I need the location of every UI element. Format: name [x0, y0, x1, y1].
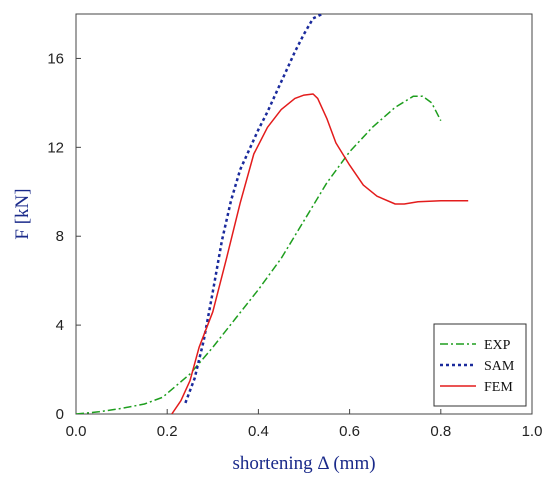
series-line-exp	[76, 95, 442, 414]
x-tick-label: 0.8	[430, 423, 451, 440]
x-tick-label: 0.2	[157, 423, 178, 440]
y-tick-label: 4	[56, 317, 64, 334]
x-axis-title: shortening Δ (mm)	[232, 453, 375, 474]
x-tick-label: 0.4	[248, 423, 269, 440]
y-axis-title: F [kN]	[12, 188, 33, 239]
legend-box	[433, 323, 527, 407]
ticks: 0.0 0.2 0.4 0.6 0.8 1.0 0 4 8 12 16	[47, 50, 542, 440]
legend: EXP SAM FEM	[433, 323, 527, 407]
legend-label-exp: EXP	[484, 338, 511, 353]
y-tick-label: 8	[56, 228, 64, 245]
x-tick-label: 1.0	[522, 423, 543, 440]
legend-label-sam: SAM	[484, 359, 515, 374]
x-tick-label: 0.0	[66, 423, 87, 440]
y-tick-label: 0	[56, 406, 64, 423]
y-tick-label: 16	[47, 50, 64, 67]
series-layer	[76, 14, 469, 414]
y-tick-label: 12	[47, 139, 64, 156]
legend-label-fem: FEM	[484, 380, 513, 395]
series-line-fem	[171, 93, 469, 414]
series-line-sam	[184, 14, 323, 404]
x-tick-label: 0.6	[339, 423, 360, 440]
